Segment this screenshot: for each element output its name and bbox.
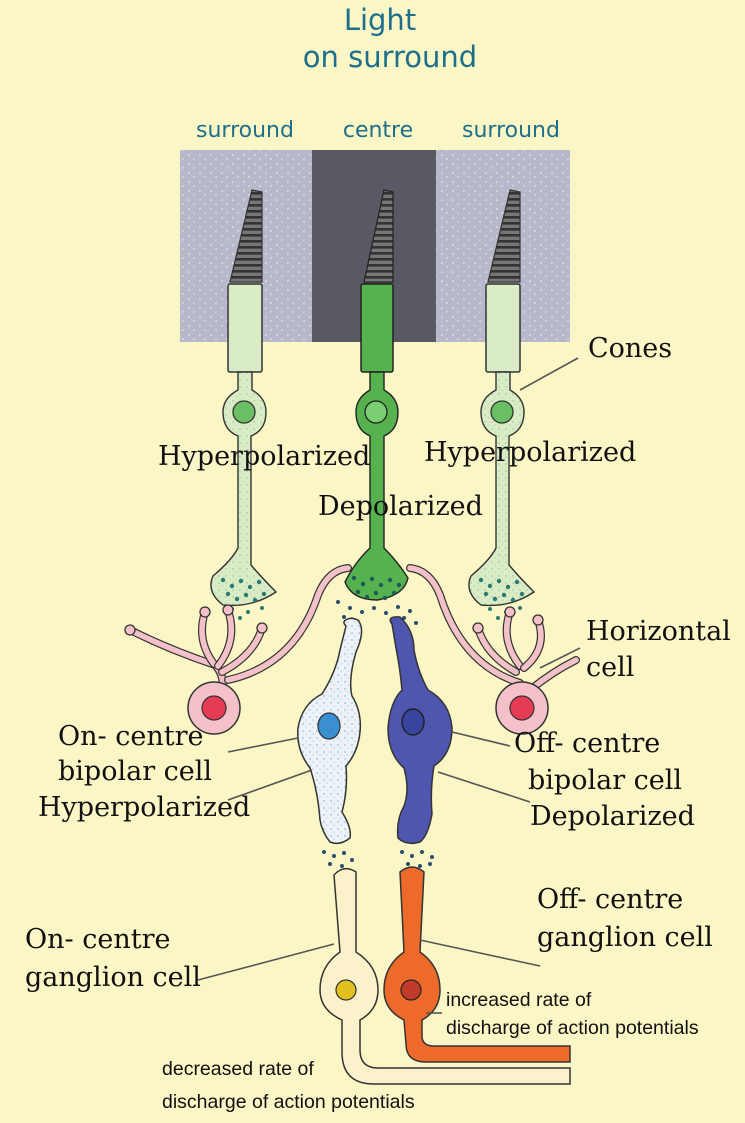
- label-horizontal-line1: Horizontal: [586, 616, 731, 647]
- label-off-ganglion-line2: ganglion cell: [537, 922, 713, 953]
- label-increased-line2: discharge of action potentials: [446, 1017, 699, 1039]
- label-on-bipolar-line2: bipolar cell: [58, 756, 212, 787]
- label-cones: Cones: [588, 333, 672, 364]
- right-cone: [468, 189, 536, 620]
- bipolar-synapse-vesicles: [322, 850, 434, 868]
- label-on-ganglion-line2: ganglion cell: [25, 962, 201, 993]
- label-centre: centre: [343, 118, 413, 143]
- title-line1: Light: [344, 3, 416, 37]
- label-right-cone-state: Hyperpolarized: [424, 437, 636, 468]
- title-line2: on surround: [303, 40, 477, 74]
- label-surround-right: surround: [462, 118, 560, 143]
- left-cone: [210, 189, 278, 620]
- centre-cone: [336, 189, 418, 625]
- on-centre-bipolar-cell: [297, 617, 363, 845]
- label-on-bipolar-line3: Hyperpolarized: [38, 792, 250, 823]
- label-decreased-line2: discharge of action potentials: [162, 1091, 415, 1113]
- label-off-bipolar-line1: Off- centre: [514, 728, 660, 759]
- on-centre-ganglion-cell: [319, 867, 571, 1085]
- off-centre-bipolar-cell: [387, 616, 453, 845]
- label-off-bipolar-line3: Depolarized: [530, 801, 695, 832]
- label-horizontal-line2: cell: [586, 652, 634, 683]
- label-decreased-line1: decreased rate of: [162, 1058, 314, 1080]
- label-off-bipolar-line2: bipolar cell: [528, 765, 682, 796]
- label-on-bipolar-line1: On- centre: [58, 721, 203, 752]
- label-surround-left: surround: [196, 118, 294, 143]
- right-horizontal-cell: [406, 564, 580, 735]
- leader-lines: [197, 357, 581, 1014]
- label-left-cone-state: Hyperpolarized: [158, 441, 370, 472]
- left-horizontal-cell: [124, 564, 352, 735]
- label-off-ganglion-line1: Off- centre: [537, 884, 683, 915]
- label-on-ganglion-line1: On- centre: [25, 924, 170, 955]
- label-centre-cone-state: Depolarized: [318, 491, 483, 522]
- label-increased-line1: increased rate of: [446, 989, 592, 1011]
